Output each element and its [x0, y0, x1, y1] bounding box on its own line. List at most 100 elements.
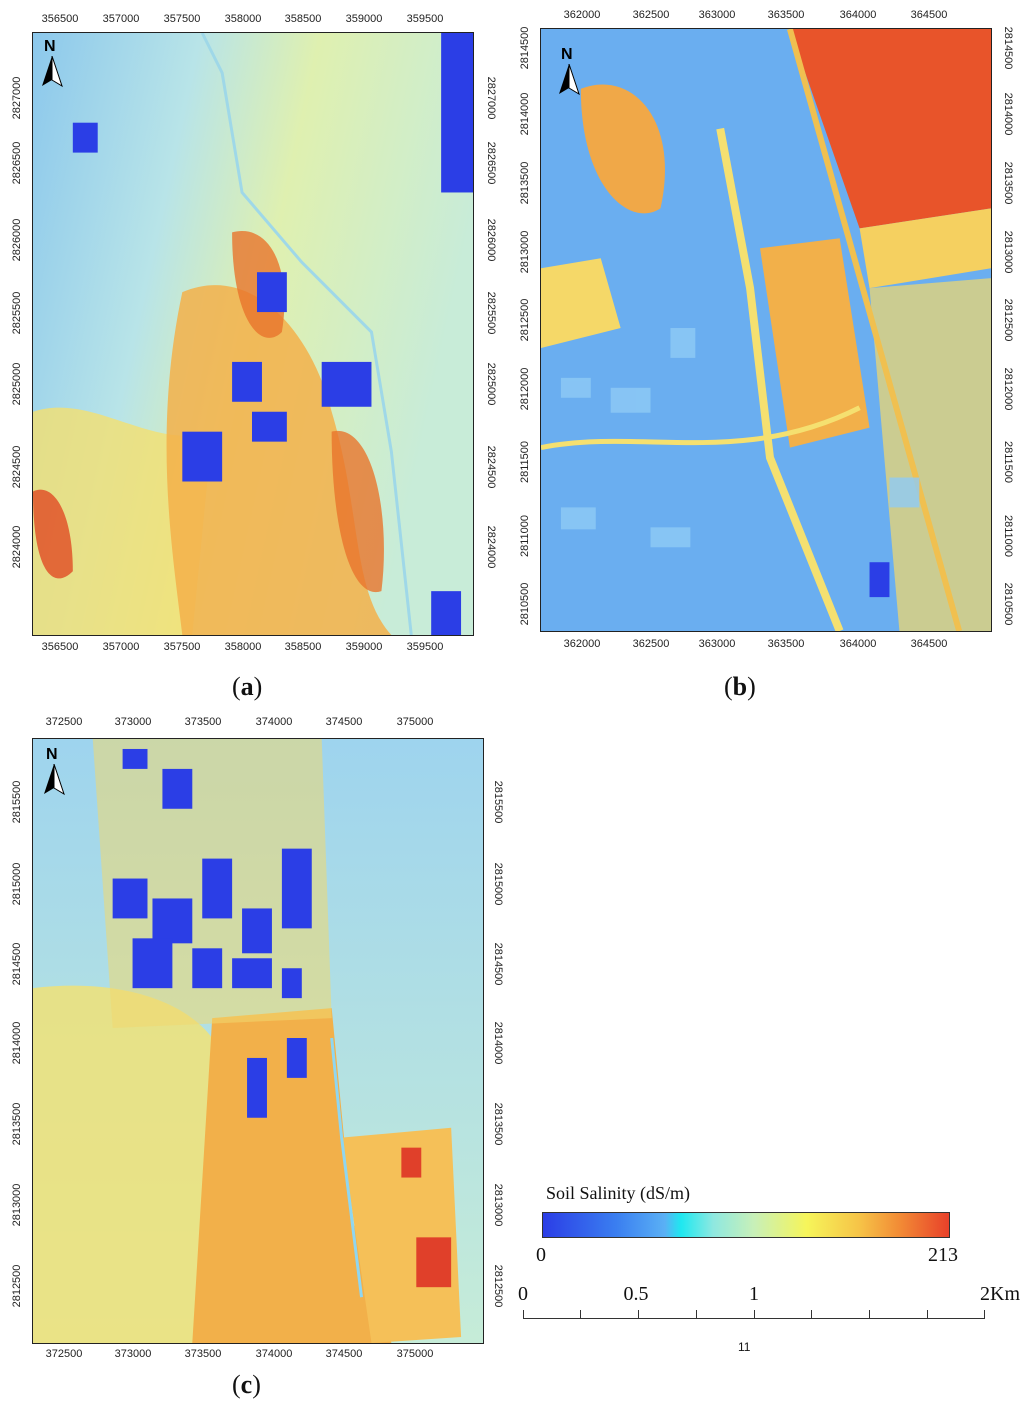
y-tick-left: 2812500 [11, 1264, 23, 1308]
y-tick-right: 2826000 [485, 218, 497, 262]
x-tick-bottom: 357500 [163, 641, 201, 653]
y-tick-left: 2812500 [519, 298, 531, 342]
y-tick-left: 2827000 [11, 76, 23, 120]
x-tick-bottom: 356500 [41, 641, 79, 653]
x-tick-bottom: 363000 [698, 638, 736, 650]
north-arrow-icon: N [40, 746, 68, 796]
caption-b: (b) [724, 672, 756, 701]
y-tick-left: 2826500 [11, 141, 23, 185]
x-tick-top: 364500 [910, 9, 948, 21]
x-tick-top: 363000 [698, 9, 736, 21]
y-tick-left: 2824500 [11, 445, 23, 489]
x-tick-top: 356500 [41, 13, 79, 25]
y-tick-right: 2811500 [1002, 440, 1014, 484]
y-tick-left: 2815500 [11, 780, 23, 824]
y-tick-left: 2815000 [11, 862, 23, 906]
y-tick-left: 2813000 [519, 230, 531, 274]
y-tick-right: 2824500 [485, 445, 497, 489]
x-tick-bottom: 364000 [839, 638, 877, 650]
x-tick-bottom: 374500 [325, 1348, 363, 1360]
x-tick-top: 359500 [406, 13, 444, 25]
caption-letter: b [732, 672, 748, 701]
scale-tick [754, 1310, 755, 1318]
scale-tick [927, 1310, 928, 1318]
y-tick-right: 2813500 [492, 1102, 504, 1146]
y-tick-left: 2811000 [519, 514, 531, 558]
salinity-map-a [33, 33, 473, 635]
salinity-map-c [33, 739, 483, 1343]
y-tick-left: 2814000 [11, 1021, 23, 1065]
y-tick-left: 2813500 [11, 1102, 23, 1146]
x-tick-top: 364000 [839, 9, 877, 21]
scale-label: 0 [518, 1283, 528, 1305]
scale-label: 2Km [980, 1283, 1020, 1305]
y-tick-right: 2811000 [1002, 514, 1014, 558]
x-tick-bottom: 373500 [184, 1348, 222, 1360]
y-tick-right: 2815000 [492, 862, 504, 906]
x-tick-top: 362500 [632, 9, 670, 21]
x-tick-bottom: 358000 [224, 641, 262, 653]
y-tick-right: 2824000 [485, 525, 497, 569]
y-tick-left: 2825000 [11, 362, 23, 406]
legend-min: 0 [536, 1244, 546, 1266]
y-tick-left: 2810500 [519, 582, 531, 626]
x-tick-bottom: 358500 [284, 641, 322, 653]
north-label: N [44, 38, 56, 55]
y-tick-right: 2813000 [1002, 230, 1014, 274]
y-tick-right: 2812500 [492, 1264, 504, 1308]
legend-max: 213 [928, 1244, 958, 1266]
x-tick-top: 373500 [184, 716, 222, 728]
x-tick-top: 373000 [114, 716, 152, 728]
x-tick-top: 357000 [102, 13, 140, 25]
x-tick-top: 374000 [255, 716, 293, 728]
salinity-map-b [541, 29, 991, 631]
y-tick-right: 2812500 [1002, 298, 1014, 342]
y-tick-right: 2813500 [1002, 161, 1014, 205]
y-tick-left: 2814500 [11, 942, 23, 986]
map-frame-a [32, 32, 474, 636]
x-tick-bottom: 359500 [406, 641, 444, 653]
y-tick-right: 2810500 [1002, 582, 1014, 626]
page-number: 11 [738, 1340, 751, 1354]
y-tick-left: 2825500 [11, 291, 23, 335]
north-arrow-icon: N [38, 38, 66, 88]
y-tick-right: 2815500 [492, 780, 504, 824]
x-tick-top: 375000 [396, 716, 434, 728]
legend-colorbar [542, 1212, 950, 1238]
x-tick-top: 358000 [224, 13, 262, 25]
scale-tick [696, 1310, 697, 1318]
legend-title: Soil Salinity (dS/m) [546, 1183, 691, 1203]
x-tick-bottom: 359000 [345, 641, 383, 653]
x-tick-top: 357500 [163, 13, 201, 25]
y-tick-right: 2814500 [492, 942, 504, 986]
caption-letter: a [240, 672, 254, 701]
map-frame-c [32, 738, 484, 1344]
x-tick-bottom: 375000 [396, 1348, 434, 1360]
y-tick-right: 2825000 [485, 362, 497, 406]
y-tick-right: 2814000 [492, 1021, 504, 1065]
x-tick-top: 363500 [767, 9, 805, 21]
y-tick-right: 2826500 [485, 141, 497, 185]
y-tick-left: 2826000 [11, 218, 23, 262]
x-tick-top: 359000 [345, 13, 383, 25]
y-tick-right: 2814000 [1002, 92, 1014, 136]
y-tick-left: 2824000 [11, 525, 23, 569]
north-label: N [46, 746, 58, 763]
x-tick-bottom: 364500 [910, 638, 948, 650]
scale-line [523, 1318, 985, 1319]
x-tick-top: 358500 [284, 13, 322, 25]
x-tick-bottom: 372500 [45, 1348, 83, 1360]
y-tick-left: 2813500 [519, 161, 531, 205]
x-tick-bottom: 374000 [255, 1348, 293, 1360]
x-tick-top: 372500 [45, 716, 83, 728]
x-tick-top: 362000 [563, 9, 601, 21]
panel-b: 362000 362500 363000 363500 364000 36450… [512, 0, 1024, 710]
y-tick-right: 2827000 [485, 76, 497, 120]
x-tick-bottom: 357000 [102, 641, 140, 653]
x-tick-bottom: 362000 [563, 638, 601, 650]
y-tick-left: 2811500 [519, 440, 531, 484]
scale-tick [523, 1310, 524, 1318]
x-tick-bottom: 363500 [767, 638, 805, 650]
scale-tick [869, 1310, 870, 1318]
y-tick-right: 2814500 [1002, 26, 1014, 70]
